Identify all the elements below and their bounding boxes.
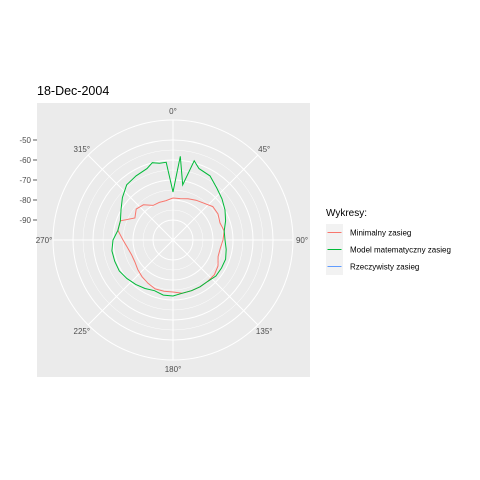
legend-item-minimalny: Minimalny zasieg xyxy=(326,224,411,241)
legend-label-rzeczywisty: Rzeczywisty zasieg xyxy=(350,263,419,272)
theta-tick-label: 0° xyxy=(169,107,177,116)
theta-tick-label: 315° xyxy=(74,145,91,154)
r-tick-label: -50 xyxy=(19,136,31,145)
spoke-line xyxy=(172,154,259,241)
theta-tick-label: 270° xyxy=(36,236,53,245)
theta-tick-label: 225° xyxy=(74,327,91,336)
legend-title: Wykresy: xyxy=(326,208,367,219)
spoke-line xyxy=(87,239,174,326)
tick-labels: 0° 45° 90° 135° 180° 225° 270° 315° -50 -60 -70 -80… xyxy=(19,107,308,374)
r-tick-label: -70 xyxy=(19,176,31,185)
spoke-line xyxy=(172,239,259,326)
chart-title: 18-Dec-2004 xyxy=(37,84,109,98)
r-tick-label: -60 xyxy=(19,156,31,165)
r-tick-label: -80 xyxy=(19,196,31,205)
legend: Wykresy: Minimalny zasieg Model matematy… xyxy=(326,208,451,275)
theta-tick-label: 45° xyxy=(258,145,270,154)
grid xyxy=(52,119,294,361)
theta-tick-label: 135° xyxy=(256,327,273,336)
legend-item-rzeczywisty: Rzeczywisty zasieg xyxy=(326,258,419,275)
legend-label-minimalny: Minimalny zasieg xyxy=(350,229,411,238)
spoke-line xyxy=(87,154,174,241)
theta-tick-label: 180° xyxy=(165,365,182,374)
theta-tick-label: 90° xyxy=(296,236,308,245)
legend-item-model: Model matematyczny zasieg xyxy=(326,241,451,258)
series-lines xyxy=(111,156,227,297)
legend-label-model: Model matematyczny zasieg xyxy=(350,246,451,255)
series-line-1 xyxy=(111,156,227,297)
series-line-0 xyxy=(117,197,225,294)
r-tick-label: -90 xyxy=(19,216,31,225)
